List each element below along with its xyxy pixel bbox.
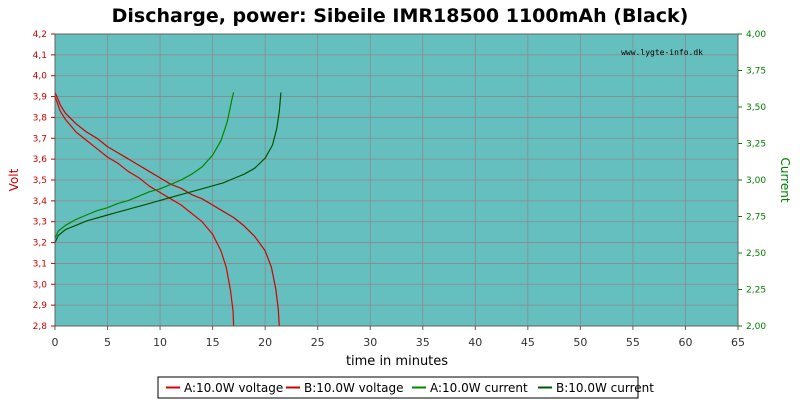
- y-right-tick-label: 3,50: [746, 103, 766, 113]
- y-left-tick-label: 3,5: [33, 176, 47, 186]
- y-axis-right-ticks: 2,00 2,25 2,50 2,75 3,00 3,25 3,50 3,75 4,00: [738, 30, 766, 332]
- y-right-tick-label: 3,25: [746, 140, 766, 150]
- y-left-tick-label: 3,8: [33, 113, 48, 123]
- legend-label: A:10.0W voltage: [184, 381, 283, 395]
- x-tick-label: 65: [731, 336, 745, 349]
- legend-box: [157, 376, 639, 399]
- x-tick-label: 40: [468, 336, 482, 349]
- y-right-tick-label: 2,75: [746, 213, 766, 223]
- series-lines: [54, 92, 282, 327]
- y-axis-right-label: Current: [778, 157, 792, 202]
- y-right-tick-label: 3,00: [746, 176, 766, 186]
- y-right-tick-label: 2,25: [746, 286, 766, 296]
- y-left-tick-label: 3,4: [33, 197, 48, 207]
- x-tick-label: 50: [573, 336, 587, 349]
- y-left-tick-label: 2,8: [33, 322, 48, 332]
- y-right-tick-label: 2,50: [746, 249, 766, 259]
- legend-label: B:10.0W current: [556, 381, 654, 395]
- x-tick-label: 45: [521, 336, 535, 349]
- y-axis-left-ticks: 2,8 2,9 3,0 3,1 3,2 3,3 3,4 3,5 3,6 3,7 3,8 3,9 4,0 4…: [33, 30, 55, 332]
- y-left-tick-label: 3,1: [33, 259, 47, 269]
- y-right-tick-label: 2,00: [746, 322, 766, 332]
- y-left-tick-label: 3,0: [33, 280, 48, 290]
- series-line-b-10-0w-current: [54, 92, 282, 244]
- x-tick-label: 30: [363, 336, 377, 349]
- y-left-tick-label: 4,1: [33, 51, 47, 61]
- x-tick-label: 15: [206, 336, 220, 349]
- x-tick-label: 0: [52, 336, 59, 349]
- y-left-tick-label: 3,6: [33, 155, 48, 165]
- x-tick-label: 10: [153, 336, 167, 349]
- x-axis-ticks: 0 5 10 15 20 25 30 35 40 45 50 55 60 65: [52, 326, 745, 349]
- y-axis-left-label: Volt: [7, 168, 21, 191]
- x-axis-label: time in minutes: [346, 354, 448, 369]
- y-left-tick-label: 2,9: [33, 301, 48, 311]
- x-tick-label: 60: [678, 336, 692, 349]
- legend: A:10.0W voltage B:10.0W voltage A:10.0W cu…: [157, 376, 654, 399]
- watermark: www.lygte-info.dk: [621, 48, 703, 57]
- series-line-b-10-0w-voltage: [54, 92, 280, 327]
- x-tick-label: 55: [626, 336, 640, 349]
- series-line-a-10-0w-current: [54, 92, 235, 239]
- y-right-tick-label: 4,00: [746, 30, 766, 40]
- y-left-tick-label: 3,9: [33, 93, 48, 103]
- series-line-a-10-0w-voltage: [54, 96, 235, 327]
- x-tick-label: 35: [416, 336, 430, 349]
- y-left-tick-label: 4,2: [33, 30, 47, 40]
- y-left-tick-label: 3,3: [33, 218, 47, 228]
- x-tick-label: 5: [104, 336, 111, 349]
- y-left-tick-label: 3,7: [33, 134, 47, 144]
- y-right-tick-label: 3,75: [746, 67, 766, 77]
- y-left-tick-label: 3,2: [33, 239, 47, 249]
- x-tick-label: 20: [258, 336, 272, 349]
- chart-title: Discharge, power: Sibeile IMR18500 1100m…: [112, 5, 689, 27]
- x-tick-label: 25: [311, 336, 325, 349]
- legend-label: A:10.0W current: [430, 381, 528, 395]
- legend-label: B:10.0W voltage: [304, 381, 404, 395]
- y-left-tick-label: 4,0: [33, 72, 48, 82]
